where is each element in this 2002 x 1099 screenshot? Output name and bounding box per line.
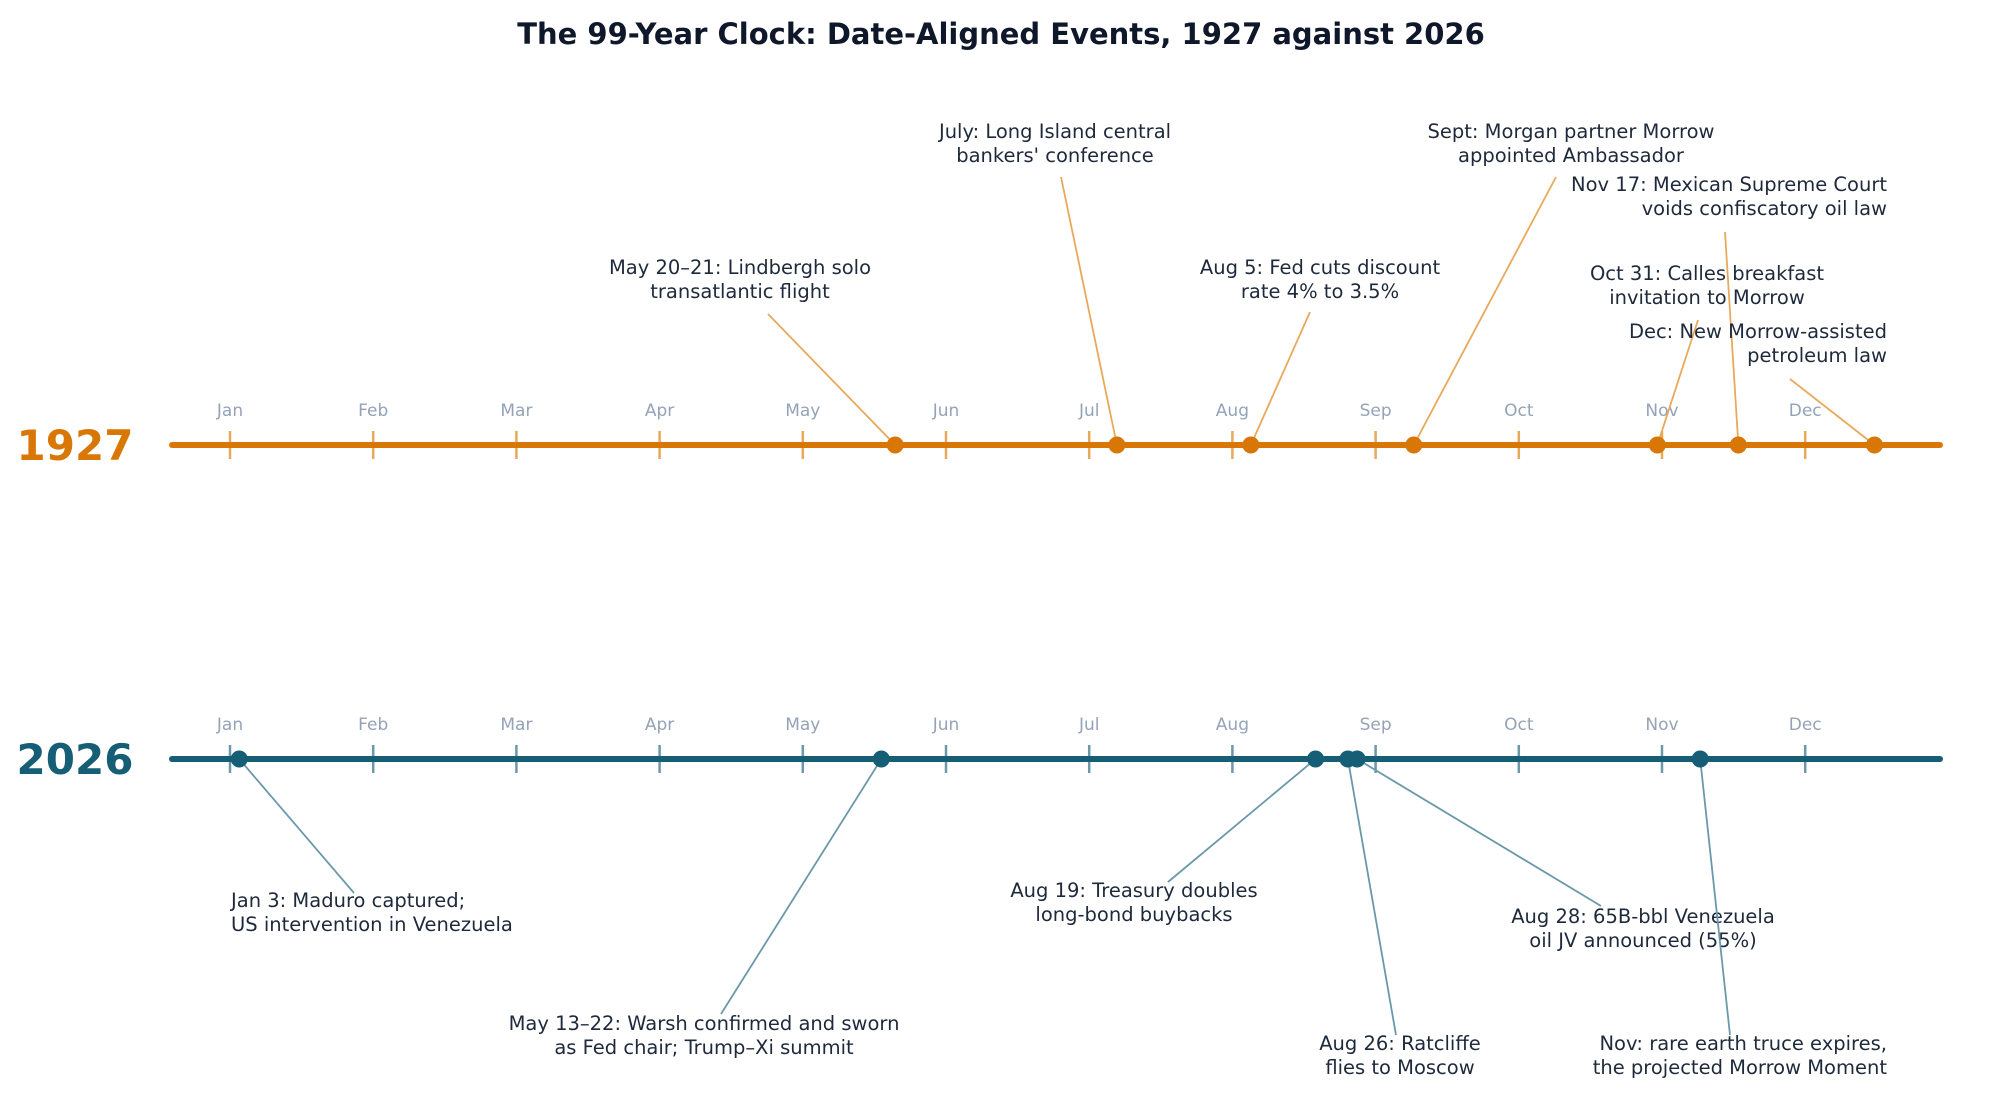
month-label-1927-dec: Dec (1789, 401, 1822, 421)
month-label-1927-feb: Feb (358, 401, 388, 421)
event-label-line: Aug 19: Treasury doubles (1010, 879, 1257, 902)
month-label-2026-nov: Nov (1645, 715, 1678, 735)
event-label-line: oil JV announced (55%) (1529, 929, 1756, 952)
event-label-line: long-bond buybacks (1035, 903, 1232, 926)
event-label-2026-2: May 13–22: Warsh confirmed and sworn as F… (509, 1012, 900, 1059)
event-marker-2026-5 (1348, 750, 1366, 768)
event-label-line: bankers' conference (956, 144, 1154, 167)
event-label-1927-5: Oct 31: Calles breakfast invitation to Mo… (1590, 262, 1824, 309)
event-label-line: July: Long Island central (937, 120, 1171, 143)
event-connector-1927-3 (1250, 311, 1311, 446)
month-label-1927-sep: Sep (1360, 401, 1392, 421)
month-label-1927-aug: Aug (1216, 401, 1249, 421)
event-label-line: the projected Morrow Moment (1593, 1056, 1888, 1079)
event-label-line: May 13–22: Warsh confirmed and sworn (509, 1012, 900, 1035)
event-marker-2026-3 (1307, 750, 1325, 768)
month-label-2026-aug: Aug (1216, 715, 1249, 735)
event-label-line: Nov: rare earth truce expires, (1599, 1032, 1887, 1055)
event-marker-1927-1 (886, 436, 904, 454)
year-label-2026: 2026 (17, 735, 134, 784)
event-label-line: voids confiscatory oil law (1642, 197, 1887, 220)
month-label-1927-apr: Apr (645, 401, 674, 421)
month-label-2026-sep: Sep (1360, 715, 1392, 735)
month-label-2026-jul: Jul (1078, 715, 1100, 735)
month-label-2026-oct: Oct (1504, 715, 1534, 735)
event-label-line: invitation to Morrow (1609, 286, 1805, 309)
month-label-1927-jan: Jan (216, 401, 243, 421)
event-label-1927-3: Aug 5: Fed cuts discount rate 4% to 3.5% (1200, 256, 1441, 303)
event-connector-1927-7 (1789, 378, 1876, 446)
event-label-line: Aug 26: Ratcliffe (1319, 1032, 1481, 1055)
event-label-2026-5: Aug 28: 65B-bbl Venezuela oil JV announce… (1511, 905, 1775, 952)
event-label-line: flies to Moscow (1325, 1056, 1474, 1079)
event-label-line: May 20–21: Lindbergh solo (609, 256, 871, 279)
event-label-1927-6: Nov 17: Mexican Supreme Court voids confi… (1571, 173, 1887, 220)
event-label-line: US intervention in Venezuela (231, 913, 513, 936)
month-label-1927-may: May (785, 401, 820, 421)
event-label-2026-4: Aug 26: Ratcliffe flies to Moscow (1319, 1032, 1481, 1079)
event-label-line: appointed Ambassador (1458, 144, 1685, 167)
event-label-1927-7: Dec: New Morrow-assisted petroleum law (1629, 320, 1887, 367)
event-label-1927-2: July: Long Island central bankers' confer… (937, 120, 1171, 167)
event-label-line: Jan 3: Maduro captured; (229, 889, 465, 912)
month-label-2026-feb: Feb (358, 715, 388, 735)
event-marker-1927-2 (1108, 436, 1126, 454)
event-label-line: rate 4% to 3.5% (1241, 280, 1399, 303)
event-connector-1927-5 (1656, 319, 1699, 446)
event-marker-2026-1 (230, 750, 248, 768)
event-label-1927-4: Sept: Morgan partner Morrow appointed Amb… (1428, 120, 1715, 167)
month-label-2026-dec: Dec (1789, 715, 1822, 735)
event-connector-1927-6 (1724, 231, 1740, 446)
event-label-line: transatlantic flight (650, 280, 830, 303)
event-label-line: Dec: New Morrow-assisted (1629, 320, 1887, 343)
event-connector-2026-5 (1356, 758, 1602, 907)
month-label-2026-jun: Jun (932, 715, 960, 735)
month-label-2026-may: May (785, 715, 820, 735)
event-label-line: Sept: Morgan partner Morrow (1428, 120, 1715, 143)
event-label-2026-1: Jan 3: Maduro captured; US intervention i… (229, 889, 513, 936)
event-label-line: Nov 17: Mexican Supreme Court (1571, 173, 1887, 196)
month-label-1927-jul: Jul (1078, 401, 1100, 421)
event-label-line: Aug 5: Fed cuts discount (1200, 256, 1441, 279)
event-marker-2026-2 (872, 750, 890, 768)
month-label-2026-mar: Mar (500, 715, 532, 735)
event-label-1927-1: May 20–21: Lindbergh solo transatlantic f… (609, 256, 871, 303)
event-marker-1927-7 (1865, 436, 1883, 454)
event-label-2026-3: Aug 19: Treasury doubles long-bond buybac… (1010, 879, 1257, 926)
event-marker-1927-5 (1648, 436, 1666, 454)
event-label-line: Aug 28: 65B-bbl Venezuela (1511, 905, 1775, 928)
month-label-2026-apr: Apr (645, 715, 674, 735)
event-connector-2026-6 (1699, 758, 1731, 1036)
chart-title: The 99-Year Clock: Date-Aligned Events, … (517, 17, 1485, 51)
event-label-line: Oct 31: Calles breakfast (1590, 262, 1824, 285)
event-connector-2026-4 (1346, 758, 1397, 1036)
event-marker-1927-4 (1405, 436, 1423, 454)
month-label-1927-mar: Mar (500, 401, 532, 421)
event-marker-1927-6 (1729, 436, 1747, 454)
month-label-2026-jan: Jan (216, 715, 243, 735)
event-label-line: as Fed chair; Trump–Xi summit (554, 1036, 854, 1059)
event-connector-2026-2 (720, 758, 883, 1015)
year-label-1927: 1927 (17, 421, 134, 470)
event-label-2026-6: Nov: rare earth truce expires, the projec… (1593, 1032, 1888, 1079)
month-label-1927-jun: Jun (932, 401, 960, 421)
month-label-1927-oct: Oct (1504, 401, 1534, 421)
event-connector-1927-4 (1412, 176, 1557, 446)
event-connector-1927-1 (767, 313, 896, 446)
event-marker-2026-6 (1691, 750, 1709, 768)
event-label-line: petroleum law (1747, 344, 1887, 367)
event-connector-1927-2 (1060, 176, 1118, 446)
event-connector-2026-3 (1167, 758, 1317, 883)
event-marker-1927-3 (1242, 436, 1260, 454)
event-connector-2026-1 (238, 758, 355, 894)
month-label-1927-nov: Nov (1645, 401, 1678, 421)
